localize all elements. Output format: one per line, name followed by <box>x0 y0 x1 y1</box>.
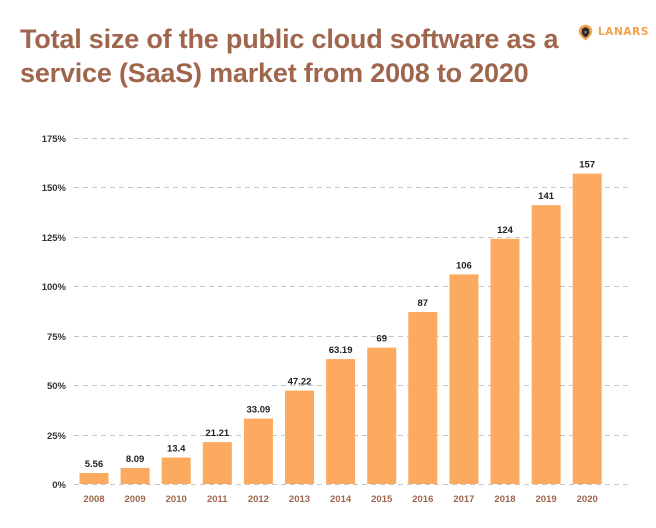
data-label: 87 <box>418 298 429 309</box>
bar-2011 <box>202 442 232 484</box>
brand-name: LANARS <box>598 26 649 38</box>
data-label: 106 <box>456 260 472 271</box>
x-tick-label: 2008 <box>83 494 104 505</box>
x-tick-label: 2013 <box>289 494 310 505</box>
x-tick-label: 2017 <box>453 494 474 505</box>
data-label: 47.22 <box>288 377 312 388</box>
y-tick-label: 75% <box>47 332 67 343</box>
y-axis-ticks: 0% 25% 50% 75% 100% 125% 150% 175% <box>42 134 67 491</box>
data-label: 33.09 <box>247 405 271 416</box>
data-labels: 5.56 8.09 13.4 21.21 33.09 47.22 63.19 69 87 106 1… <box>85 160 595 470</box>
data-label: 141 <box>538 191 555 202</box>
bar-2013 <box>285 390 314 484</box>
bar-2016 <box>408 312 438 484</box>
bars <box>79 173 602 484</box>
data-label: 69 <box>376 334 387 345</box>
x-tick-label: 2016 <box>412 494 433 505</box>
bar-2018 <box>490 238 520 484</box>
y-tick-label: 0% <box>52 480 66 491</box>
x-tick-label: 2015 <box>371 494 393 505</box>
x-tick-label: 2010 <box>166 494 187 505</box>
x-tick-label: 2018 <box>494 494 515 505</box>
data-label: 63.19 <box>329 345 353 356</box>
chart-title: Total size of the public cloud software … <box>20 24 559 88</box>
x-tick-label: 2019 <box>536 494 557 505</box>
brand-logo: LANARS <box>578 23 649 41</box>
bar-2012 <box>243 418 273 484</box>
data-label: 157 <box>579 160 595 171</box>
bar-2015 <box>367 347 397 484</box>
y-tick-label: 50% <box>47 381 67 392</box>
y-tick-label: 25% <box>47 431 67 442</box>
data-label: 5.56 <box>85 459 104 470</box>
data-label: 13.4 <box>167 444 186 455</box>
y-tick-label: 125% <box>42 233 67 244</box>
bar-2019 <box>531 205 561 484</box>
y-tick-label: 150% <box>42 183 67 194</box>
bar-2014 <box>326 359 356 484</box>
bar-2017 <box>449 274 479 484</box>
bar-2008 <box>79 473 109 484</box>
x-tick-label: 2014 <box>330 494 352 505</box>
x-tick-label: 2012 <box>248 494 269 505</box>
y-tick-label: 175% <box>42 134 67 145</box>
x-tick-label: 2009 <box>125 494 146 505</box>
data-label: 124 <box>497 225 514 236</box>
lion-head-icon <box>578 24 593 40</box>
x-tick-label: 2020 <box>577 494 598 505</box>
x-tick-label: 2011 <box>207 494 228 505</box>
bar-2009 <box>120 468 150 484</box>
x-axis-ticks: 2008 2009 2010 2011 2012 2013 2014 2015 2016 2017… <box>83 494 597 505</box>
data-label: 21.21 <box>205 428 229 439</box>
y-tick-label: 100% <box>42 282 67 293</box>
data-label: 8.09 <box>126 454 145 465</box>
bar-2020 <box>572 173 602 484</box>
bar-2010 <box>161 457 191 484</box>
